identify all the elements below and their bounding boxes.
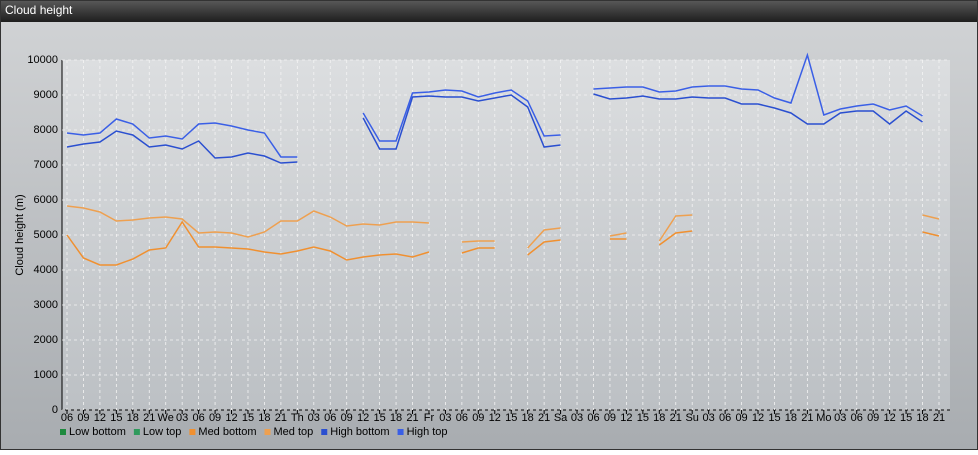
x-tick-label: 06 [456, 412, 468, 424]
legend-label: High top [407, 426, 448, 438]
y-tick-label: 5000 [34, 229, 58, 241]
x-tick-label: Fr [424, 412, 435, 424]
series-line [66, 205, 940, 249]
x-tick-label: 12 [620, 412, 632, 424]
x-tick-label: 09 [209, 412, 221, 424]
x-tick-label: 21 [933, 412, 945, 424]
x-tick-label: Su [685, 412, 698, 424]
x-tick-label: 12 [489, 412, 501, 424]
x-tick-label: 21 [670, 412, 682, 424]
x-tick-label: 06 [719, 412, 731, 424]
x-tick-label: 21 [538, 412, 550, 424]
legend-label: High bottom [330, 426, 389, 438]
x-tick-label: 12 [357, 412, 369, 424]
x-tick-label: Th [291, 412, 304, 424]
legend-swatch [397, 429, 404, 435]
x-tick-label: 18 [127, 412, 139, 424]
x-tick-label: 21 [275, 412, 287, 424]
x-tick-label: 03 [834, 412, 846, 424]
y-tick-label: 8000 [34, 124, 58, 136]
y-tick-label: 9000 [34, 89, 58, 101]
x-tick-label: 18 [653, 412, 665, 424]
legend-label: Low top [143, 426, 182, 438]
x-tick-label: 15 [505, 412, 517, 424]
x-tick-label: 06 [324, 412, 336, 424]
x-tick-label: 03 [571, 412, 583, 424]
y-tick-label: 3000 [34, 299, 58, 311]
x-tick-label: 12 [752, 412, 764, 424]
y-axis-title: Cloud height (m) [14, 194, 26, 275]
series-line [66, 52, 923, 158]
y-tick-label: 4000 [34, 264, 58, 276]
y-tick-label: 6000 [34, 194, 58, 206]
x-tick-label: 09 [341, 412, 353, 424]
x-tick-label: 15 [242, 412, 254, 424]
legend-swatch [321, 429, 328, 435]
legend-swatch [133, 429, 140, 435]
x-tick-label: 03 [703, 412, 715, 424]
x-tick-label: Sa [554, 412, 568, 424]
x-tick-label: 15 [110, 412, 122, 424]
x-tick-label: 15 [373, 412, 385, 424]
y-tick-label: 1000 [34, 369, 58, 381]
x-tick-label: 15 [900, 412, 912, 424]
x-tick-label: 15 [768, 412, 780, 424]
y-tick-label: 2000 [34, 334, 58, 346]
x-tick-label: 18 [916, 412, 928, 424]
x-tick-label: 12 [94, 412, 106, 424]
x-tick-label: 18 [522, 412, 534, 424]
x-tick-label: 06 [851, 412, 863, 424]
x-tick-label: 12 [225, 412, 237, 424]
x-tick-label: 09 [77, 412, 89, 424]
x-tick-label: 18 [258, 412, 270, 424]
y-tick-label: 7000 [34, 159, 58, 171]
legend-label: Low bottom [69, 426, 126, 438]
legend-label: Med bottom [198, 426, 256, 438]
title-bar [0, 0, 978, 22]
x-tick-label: We [158, 412, 174, 424]
y-tick-label: 10000 [27, 54, 58, 66]
x-tick-label: Mo [816, 412, 831, 424]
x-tick-label: 03 [439, 412, 451, 424]
x-tick-label: 06 [192, 412, 204, 424]
x-tick-label: 18 [390, 412, 402, 424]
x-tick-label: 15 [637, 412, 649, 424]
chart-title: Cloud height [5, 3, 73, 17]
x-tick-label: 09 [867, 412, 879, 424]
series-line [66, 220, 940, 266]
y-tick-label: 0 [52, 404, 58, 416]
x-tick-label: 12 [884, 412, 896, 424]
x-tick-label: 09 [472, 412, 484, 424]
x-tick-label: 09 [604, 412, 616, 424]
x-tick-label: 06 [587, 412, 599, 424]
series-line [66, 93, 923, 164]
x-tick-label: 21 [406, 412, 418, 424]
x-tick-label: 18 [785, 412, 797, 424]
legend-swatch [264, 429, 271, 435]
x-tick-label: 21 [801, 412, 813, 424]
x-tick-label: 06 [61, 412, 73, 424]
x-tick-label: 21 [143, 412, 155, 424]
legend-label: Med top [274, 426, 314, 438]
legend-swatch [60, 429, 66, 435]
legend-swatch [189, 429, 196, 435]
x-tick-label: 03 [308, 412, 320, 424]
x-tick-label: 09 [735, 412, 747, 424]
x-tick-label: 03 [176, 412, 188, 424]
